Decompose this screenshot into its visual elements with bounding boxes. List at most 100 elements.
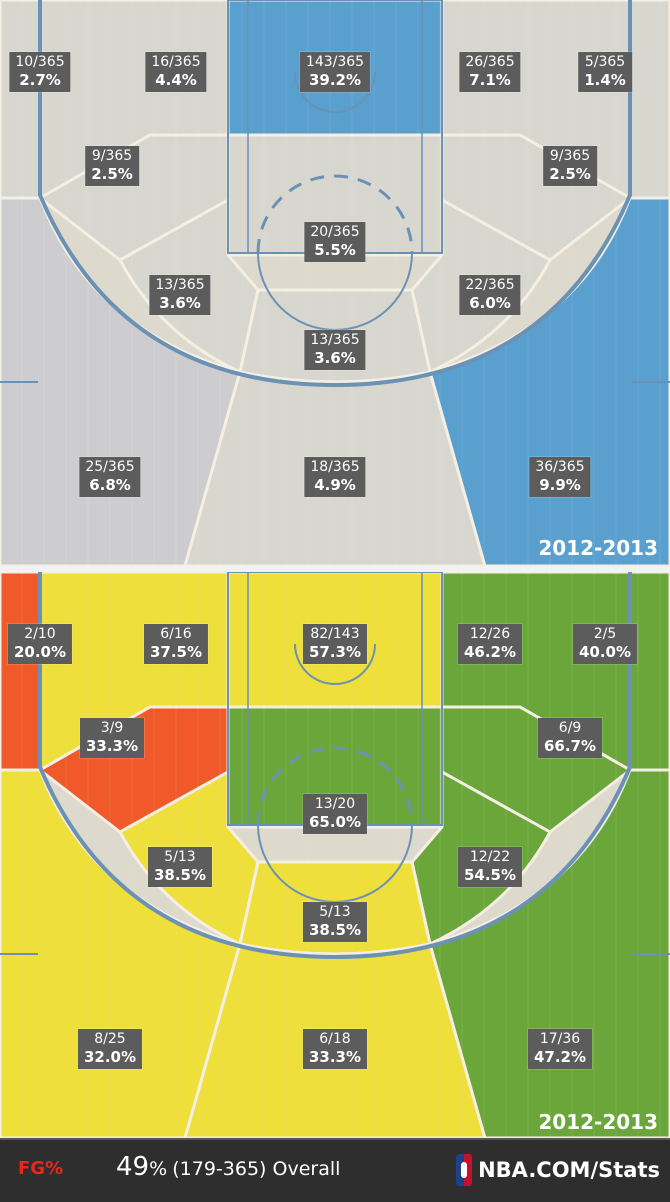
zone-fraction: 5/13: [164, 849, 196, 865]
zone-percent: 38.5%: [308, 921, 362, 939]
zone-fraction: 6/9: [558, 720, 582, 736]
season-label: 2012-2013: [538, 1110, 658, 1134]
zone-label-left-corner-3: 10/365 2.7%: [9, 52, 71, 92]
zone-percent: 6.0%: [469, 294, 511, 312]
fg-percentage-chart: 2012-2013 2/10 20.0% 6/16 37.5% 82/143 57.3% 1…: [0, 572, 670, 1138]
zone-fraction: 13/20: [314, 796, 356, 812]
zone-label-left-baseline-midrange: 9/365 2.5%: [85, 146, 139, 186]
zone-label-right-elbow-midrange: 12/22 54.5%: [457, 847, 523, 887]
zone-label-right-wing-midrange-top: 12/26 46.2%: [457, 624, 523, 664]
zone-label-right-corner-3: 2/5 40.0%: [572, 624, 638, 664]
zone-label-right-wing-midrange-top: 26/365 7.1%: [459, 52, 521, 92]
zone-fraction: 13/365: [310, 332, 360, 348]
free-throw-circle-top: [256, 174, 414, 254]
zone-label-left-wing-midrange-top: 16/365 4.4%: [145, 52, 207, 92]
zone-right-corner-3: [628, 0, 670, 200]
zone-percent: 37.5%: [149, 643, 203, 661]
zone-left-corner-3: [0, 572, 42, 772]
zone-percent: 1.4%: [584, 71, 626, 89]
nba-logo-icon: [456, 1154, 473, 1186]
zone-label-right-above-break-3: 36/365 9.9%: [529, 457, 591, 497]
shot-frequency-chart: 2012-2013 10/365 2.7% 16/365 4.4% 143/365 39.…: [0, 0, 670, 566]
zone-fraction: 3/9: [100, 720, 124, 736]
zone-percent: 38.5%: [153, 866, 207, 884]
nba-stats-brand[interactable]: NBA.COM/Stats: [456, 1152, 660, 1188]
zone-fraction: 82/143: [310, 626, 360, 642]
zone-percent: 32.0%: [83, 1048, 137, 1066]
zone-label-top-key-midrange: 13/365 3.6%: [304, 330, 366, 370]
zone-label-paint-non-ra: 20/365 5.5%: [304, 222, 366, 262]
zone-label-right-baseline-midrange: 6/9 66.7%: [537, 718, 603, 758]
zone-percent: 54.5%: [463, 866, 517, 884]
free-throw-circle-top: [256, 746, 414, 826]
zone-fraction: 6/18: [319, 1031, 351, 1047]
zone-left-corner-3: [0, 0, 42, 200]
zone-label-left-above-break-3: 8/25 32.0%: [77, 1029, 143, 1069]
zone-label-right-baseline-midrange: 9/365 2.5%: [543, 146, 597, 186]
zone-label-center-above-break-3: 18/365 4.9%: [304, 457, 366, 497]
zone-fraction: 13/365: [155, 277, 205, 293]
zone-label-left-corner-3: 2/10 20.0%: [7, 624, 73, 664]
zone-fraction: 17/36: [539, 1031, 581, 1047]
zone-percent: 2.7%: [19, 71, 61, 89]
zone-percent: 57.3%: [308, 643, 362, 661]
zone-fraction: 26/365: [465, 54, 515, 70]
zone-fraction: 9/365: [549, 148, 591, 164]
zone-label-right-above-break-3: 17/36 47.2%: [527, 1029, 593, 1069]
brand-text: NBA.COM/Stats: [478, 1158, 660, 1182]
zone-percent: 33.3%: [85, 737, 139, 755]
zone-percent: 65.0%: [308, 813, 362, 831]
zone-fraction: 18/365: [310, 459, 360, 475]
zone-label-restricted-area: 143/365 39.2%: [299, 52, 371, 92]
zone-percent: 33.3%: [308, 1048, 362, 1066]
zone-percent: 6.8%: [89, 476, 131, 494]
stats-footer: FG% 49% (179-365) Overall NBA.COM/Stats: [0, 1138, 670, 1202]
zone-fraction: 12/22: [469, 849, 511, 865]
zone-fraction: 2/5: [593, 626, 617, 642]
zone-fraction: 9/365: [91, 148, 133, 164]
zone-percent: 4.4%: [155, 71, 197, 89]
zone-fraction: 36/365: [535, 459, 585, 475]
zone-percent: 20.0%: [13, 643, 67, 661]
zone-percent: 5.5%: [314, 241, 356, 259]
zone-label-center-above-break-3: 6/18 33.3%: [302, 1029, 368, 1069]
zone-percent: 46.2%: [463, 643, 517, 661]
zone-label-paint-non-ra: 13/20 65.0%: [302, 794, 368, 834]
zone-percent: 4.9%: [314, 476, 356, 494]
zone-percent: 47.2%: [533, 1048, 587, 1066]
three-point-arc: [38, 572, 632, 960]
zone-label-right-elbow-midrange: 22/365 6.0%: [459, 275, 521, 315]
zone-fraction: 20/365: [310, 224, 360, 240]
zone-label-left-elbow-midrange: 13/365 3.6%: [149, 275, 211, 315]
overall-detail: (179-365) Overall: [172, 1158, 341, 1180]
zone-fraction: 5/13: [319, 904, 351, 920]
zone-fraction: 6/16: [160, 626, 192, 642]
zone-label-top-key-midrange: 5/13 38.5%: [302, 902, 368, 942]
overall-summary: 49% (179-365) Overall: [116, 1152, 340, 1182]
zone-percent: 3.6%: [314, 349, 356, 367]
season-label: 2012-2013: [538, 536, 658, 560]
zone-fraction: 8/25: [94, 1031, 126, 1047]
restricted-arc: [294, 71, 376, 113]
zone-fraction: 22/365: [465, 277, 515, 293]
overall-percent: 49: [116, 1152, 150, 1182]
zone-label-restricted-area: 82/143 57.3%: [302, 624, 368, 664]
zone-percent: 39.2%: [308, 71, 362, 89]
zone-label-left-wing-midrange-top: 6/16 37.5%: [143, 624, 209, 664]
zone-fraction: 12/26: [469, 626, 511, 642]
zone-percent: 3.6%: [159, 294, 201, 312]
zone-fraction: 143/365: [305, 54, 365, 70]
zone-fraction: 10/365: [15, 54, 65, 70]
chart-divider: [0, 566, 670, 572]
zone-percent: 2.5%: [549, 165, 591, 183]
metric-label: FG%: [18, 1158, 64, 1179]
zone-fraction: 16/365: [151, 54, 201, 70]
zone-fraction: 25/365: [85, 459, 135, 475]
zone-percent: 9.9%: [539, 476, 581, 494]
zone-label-right-corner-3: 5/365 1.4%: [578, 52, 632, 92]
zone-label-left-baseline-midrange: 3/9 33.3%: [79, 718, 145, 758]
zone-percent: 7.1%: [469, 71, 511, 89]
zone-right-corner-3: [628, 572, 670, 772]
restricted-arc: [294, 643, 376, 685]
zone-percent: 66.7%: [543, 737, 597, 755]
